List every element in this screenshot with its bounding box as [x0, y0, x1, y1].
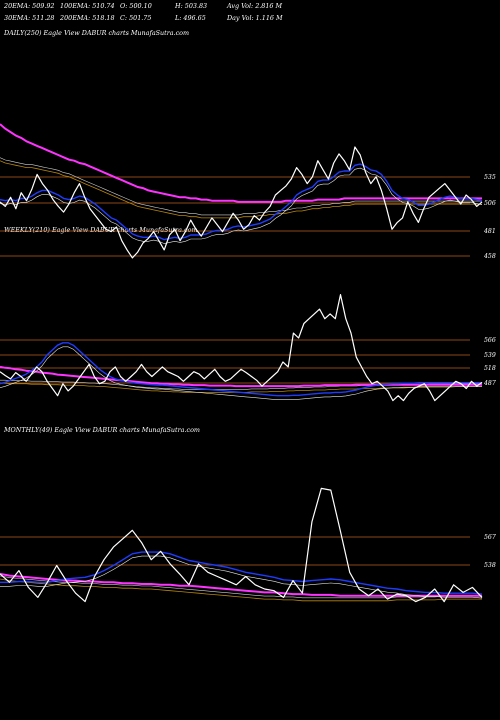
- level-label: 535: [484, 174, 496, 181]
- stat-open: O: 500.10: [120, 2, 152, 10]
- ema-band-line: [0, 167, 483, 244]
- level-label: 539: [484, 352, 496, 359]
- stat-low: L: 496.65: [174, 14, 206, 22]
- stat-100ema: 100EMA: 510.74: [60, 2, 115, 10]
- level-label: 518: [484, 365, 496, 372]
- monthly-panel: 567 538: [0, 487, 496, 603]
- ema-fast-line: [0, 551, 483, 595]
- ema-fast-line: [0, 342, 482, 397]
- daily-panel: 535 506 481 458: [0, 123, 496, 260]
- ema-slow-line: [0, 572, 482, 597]
- price-line: [0, 294, 483, 402]
- level-label: 481: [483, 228, 496, 235]
- ema-fast-line: [0, 163, 483, 241]
- daily-panel-title: DAILY(250) Eagle View DABUR charts Munaf…: [3, 29, 189, 37]
- ema-band-line: [0, 157, 482, 216]
- ema-mid-line: [0, 578, 482, 602]
- price-line: [0, 146, 483, 259]
- ema-mid-line: [0, 160, 482, 219]
- level-label: 506: [484, 200, 496, 207]
- ema-band-line: [0, 575, 482, 599]
- level-label: 566: [484, 337, 496, 344]
- stat-200ema: 200EMA: 518.18: [59, 14, 115, 22]
- stat-close: C: 501.75: [120, 14, 151, 22]
- level-label: 487: [483, 380, 496, 387]
- ema-band-line: [0, 346, 482, 401]
- stat-20ema: 20EMA: 509.92: [3, 2, 55, 10]
- ema-band-line: [0, 555, 483, 599]
- stat-avg-vol: Avg Vol: 2.816 M: [226, 2, 283, 10]
- level-label: 538: [484, 562, 496, 569]
- header-stats: 20EMA: 509.92 100EMA: 510.74 O: 500.10 H…: [3, 2, 283, 22]
- level-label: 458: [483, 253, 496, 260]
- weekly-panel-title: WEEKLY(210) Eagle View DABUR charts Muna…: [4, 226, 198, 234]
- monthly-panel-title: MONTHLY(49) Eagle View DABUR charts Muna…: [3, 426, 200, 434]
- weekly-panel: 566 539 518 487: [0, 294, 496, 402]
- price-line: [0, 487, 483, 603]
- stat-high: H: 503.83: [174, 2, 207, 10]
- stat-30ema: 30EMA: 511.28: [4, 14, 55, 22]
- level-label: 567: [484, 534, 496, 541]
- stat-day-vol: Day Vol: 1.116 M: [226, 14, 283, 22]
